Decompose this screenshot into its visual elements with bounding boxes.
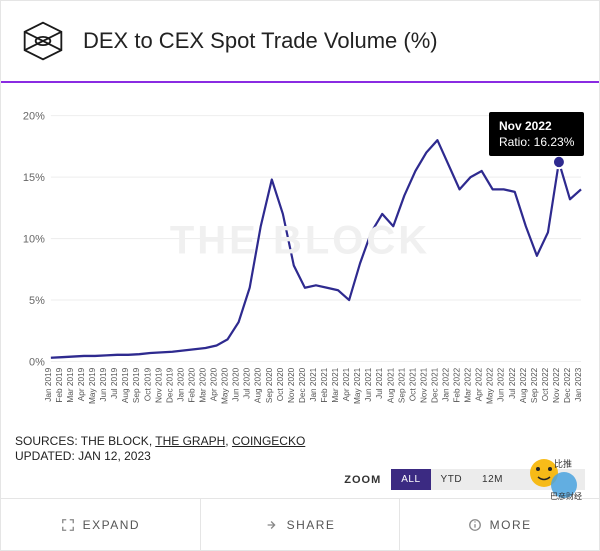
zoom-all-button[interactable]: ALL [391,469,430,490]
zoom-blank-button[interactable]: ··· [513,469,549,490]
sources-line: SOURCES: THE BLOCK, THE GRAPH, COINGECKO [15,434,585,450]
svg-text:May 2019: May 2019 [88,367,97,404]
svg-text:Mar 2021: Mar 2021 [331,367,340,402]
info-icon [468,518,482,532]
card-footer: EXPAND SHARE MORE [1,498,599,550]
tooltip-value: Ratio: 16.23% [499,134,574,150]
svg-text:Jan 2019: Jan 2019 [44,367,53,401]
svg-text:5%: 5% [29,295,45,307]
svg-text:Oct 2022: Oct 2022 [541,367,550,401]
chart-area[interactable]: THE BLOCK 0%5%10%15%20%Jan 2019Feb 2019M… [1,83,599,434]
svg-text:Nov 2022: Nov 2022 [552,367,561,403]
more-label: MORE [490,518,532,532]
svg-text:Aug 2020: Aug 2020 [254,367,263,403]
svg-text:Apr 2019: Apr 2019 [77,367,86,401]
svg-text:Nov 2020: Nov 2020 [287,367,296,403]
svg-text:Jan 2023: Jan 2023 [574,367,583,401]
svg-text:Oct 2019: Oct 2019 [143,367,152,401]
svg-text:May 2022: May 2022 [486,367,495,404]
svg-text:Jun 2022: Jun 2022 [497,367,506,401]
svg-text:15%: 15% [23,172,45,184]
svg-text:Sep 2020: Sep 2020 [265,367,274,403]
svg-text:Jan 2021: Jan 2021 [309,367,318,401]
svg-text:Oct 2020: Oct 2020 [276,367,285,401]
svg-text:May 2021: May 2021 [353,367,362,404]
svg-text:Aug 2022: Aug 2022 [519,367,528,403]
svg-text:Jun 2021: Jun 2021 [364,367,373,401]
svg-text:Mar 2020: Mar 2020 [199,367,208,402]
svg-text:Dec 2019: Dec 2019 [165,367,174,403]
svg-text:Sep 2019: Sep 2019 [132,367,141,403]
tooltip-date: Nov 2022 [499,118,574,134]
svg-text:Sep 2021: Sep 2021 [397,367,406,403]
svg-text:Mar 2019: Mar 2019 [66,367,75,402]
chart-tooltip: Nov 2022 Ratio: 16.23% [489,112,584,156]
expand-button[interactable]: EXPAND [1,499,201,550]
svg-text:Dec 2020: Dec 2020 [298,367,307,403]
share-icon [265,518,279,532]
zoom-controls: ZOOM ALLYTD12M······ [1,465,599,498]
sources-prefix: SOURCES: [15,434,81,448]
svg-text:Feb 2021: Feb 2021 [320,367,329,402]
svg-text:Jun 2019: Jun 2019 [99,367,108,401]
chart-card: DEX to CEX Spot Trade Volume (%) THE BLO… [0,0,600,551]
svg-text:Apr 2020: Apr 2020 [210,367,219,401]
svg-text:Jan 2020: Jan 2020 [177,367,186,401]
svg-text:Jun 2020: Jun 2020 [232,367,241,401]
zoom-ytd-button[interactable]: YTD [431,469,473,490]
svg-text:Jul 2019: Jul 2019 [110,367,119,399]
svg-text:0%: 0% [29,356,45,368]
svg-text:Mar 2022: Mar 2022 [464,367,473,402]
chart-title: DEX to CEX Spot Trade Volume (%) [83,28,438,54]
sources-block: SOURCES: THE BLOCK, THE GRAPH, COINGECKO… [1,434,599,465]
source-item: THE BLOCK [81,434,149,448]
svg-text:Sep 2022: Sep 2022 [530,367,539,403]
svg-text:Feb 2019: Feb 2019 [55,367,64,402]
svg-text:Oct 2021: Oct 2021 [408,367,417,401]
zoom-label: ZOOM [344,474,381,486]
svg-text:20%: 20% [23,111,45,123]
svg-text:Aug 2021: Aug 2021 [386,367,395,403]
expand-label: EXPAND [83,518,140,532]
source-item[interactable]: THE GRAPH [155,434,225,448]
zoom-blank-button[interactable]: ··· [549,469,585,490]
zoom-12m-button[interactable]: 12M [472,469,513,490]
card-header: DEX to CEX Spot Trade Volume (%) [1,1,599,63]
svg-text:Aug 2019: Aug 2019 [121,367,130,403]
block-logo-icon [21,19,65,63]
svg-text:Feb 2022: Feb 2022 [453,367,462,402]
svg-text:Feb 2020: Feb 2020 [188,367,197,402]
more-button[interactable]: MORE [400,499,599,550]
svg-text:Dec 2022: Dec 2022 [563,367,572,403]
share-label: SHARE [287,518,336,532]
svg-text:Apr 2021: Apr 2021 [342,367,351,401]
svg-text:Apr 2022: Apr 2022 [475,367,484,401]
source-item[interactable]: COINGECKO [232,434,305,448]
svg-text:Nov 2021: Nov 2021 [420,367,429,403]
svg-text:Jul 2022: Jul 2022 [508,367,517,399]
svg-text:May 2020: May 2020 [221,367,230,404]
svg-text:Jul 2021: Jul 2021 [375,367,384,399]
svg-text:Jan 2022: Jan 2022 [442,367,451,401]
svg-text:Jul 2020: Jul 2020 [243,367,252,399]
svg-text:Nov 2019: Nov 2019 [154,367,163,403]
share-button[interactable]: SHARE [201,499,401,550]
svg-text:10%: 10% [23,234,45,246]
expand-icon [61,518,75,532]
updated-line: UPDATED: JAN 12, 2023 [15,449,585,465]
svg-text:Dec 2021: Dec 2021 [431,367,440,403]
